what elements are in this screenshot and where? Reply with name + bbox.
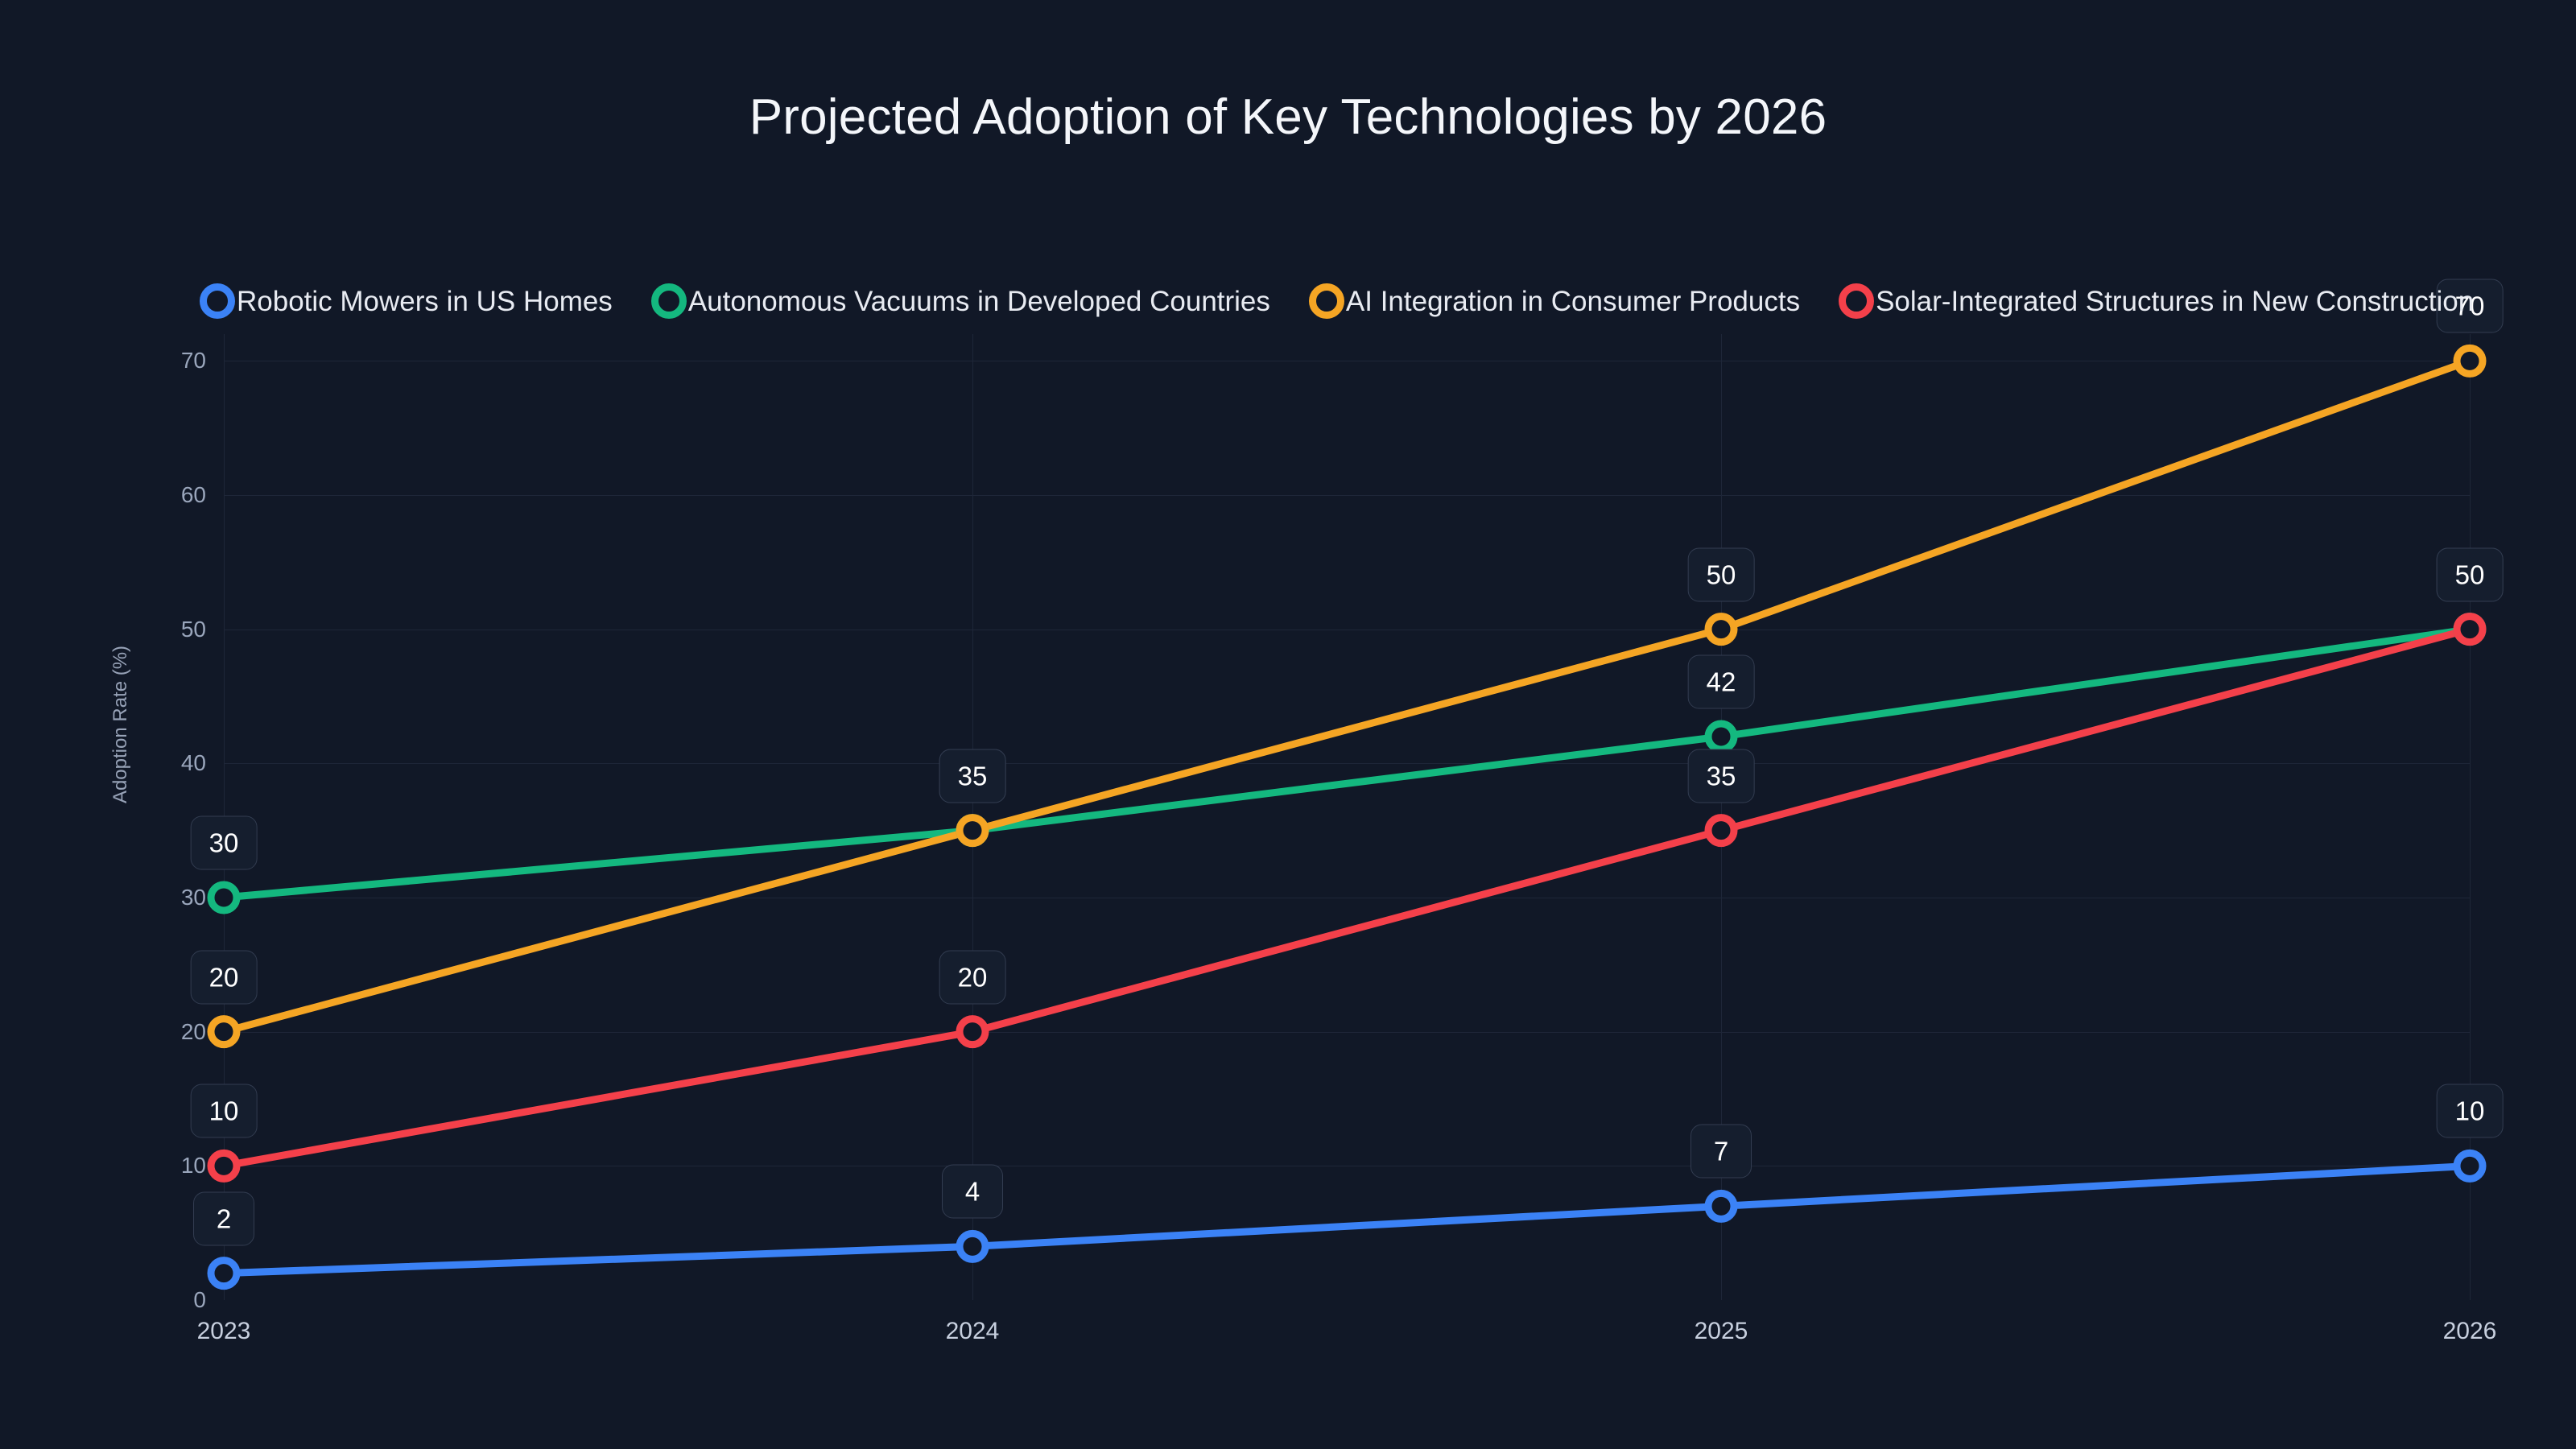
chart-title: Projected Adoption of Key Technologies b… [749,89,1827,145]
data-point-label: 42 [1687,654,1755,709]
series-point-marker[interactable] [956,814,989,848]
series-point-marker[interactable] [1704,613,1738,646]
chart-legend: Robotic Mowers in US Homes Autonomous Vac… [200,283,2474,319]
grid-line-horizontal [224,495,2470,496]
data-point-label: 4 [942,1164,1003,1219]
data-point-label: 35 [939,749,1006,803]
series-point-marker[interactable] [2453,1149,2487,1183]
series-point-marker[interactable] [207,881,241,914]
data-point-label: 70 [2436,279,2504,333]
x-axis-tick-label: 2026 [2442,1318,2497,1344]
legend-marker-icon [1308,283,1344,319]
series-point-marker[interactable] [1704,720,1738,753]
legend-item-label: Solar-Integrated Structures in New Const… [1876,285,2475,317]
series-line-0 [220,1162,2474,1278]
y-axis-title: Adoption Rate (%) [109,645,131,804]
data-point-label: 10 [190,1084,258,1138]
grid-line-horizontal [224,1031,2470,1033]
series-point-marker[interactable] [207,1149,241,1183]
data-point-label: 30 [190,815,258,870]
legend-item-label: AI Integration in Consumer Products [1345,285,1801,317]
series-point-marker[interactable] [207,1257,241,1290]
series-point-marker[interactable] [1704,1189,1738,1223]
data-point-label: 7 [1690,1124,1752,1179]
y-axis-tick-label: 30 [180,885,206,910]
series-point-marker[interactable] [956,1015,989,1049]
series-point-marker[interactable] [1704,814,1738,848]
series-point-marker[interactable] [2453,344,2487,378]
y-axis-tick-label: 10 [180,1153,206,1179]
plot-area: 0 10 20 30 40 50 60 70 2023 2024 2025 2026 2 4 7 10 30… [181,279,2504,1344]
data-point-label: 20 [939,950,1006,1005]
data-point-label: 35 [1687,749,1755,803]
legend-marker-icon [650,283,687,319]
y-axis-tick-label: 40 [180,750,206,776]
series-point-marker[interactable] [956,1229,989,1263]
grid-line-horizontal [224,763,2470,765]
legend-item-1[interactable]: Autonomous Vacuums in Developed Countrie… [650,283,1270,319]
legend-item-3[interactable]: Solar-Integrated Structures in New Const… [1839,283,2474,319]
legend-item-label: Robotic Mowers in US Homes [237,285,613,317]
x-axis-tick-label: 2025 [1694,1318,1748,1344]
legend-marker-icon [1839,283,1875,319]
series-line-2 [220,357,2474,1036]
data-point-label: 10 [2436,1084,2504,1138]
legend-item-0[interactable]: Robotic Mowers in US Homes [200,283,613,319]
x-axis-tick-label: 2024 [945,1318,1000,1344]
data-point-label: 50 [2436,547,2504,602]
data-point-label: 20 [190,950,258,1005]
legend-item-2[interactable]: AI Integration in Consumer Products [1308,283,1801,319]
y-axis-tick-label: 0 [193,1287,206,1312]
data-point-label: 2 [193,1191,254,1246]
series-line-3 [220,625,2474,1170]
y-axis-tick-label: 20 [180,1018,206,1044]
x-axis-tick-label: 2023 [196,1318,251,1344]
y-axis-tick-label: 60 [180,482,206,507]
grid-line-vertical [2470,334,2471,1300]
series-layer [207,344,2487,1290]
y-axis-tick-label: 70 [180,348,206,374]
series-point-marker[interactable] [2453,613,2487,646]
series-point-marker[interactable] [207,1015,241,1049]
series-line-1 [220,625,2474,902]
y-axis-tick-label: 50 [180,616,206,642]
legend-marker-icon [200,283,235,319]
data-point-label: 50 [1687,547,1755,602]
legend-item-label: Autonomous Vacuums in Developed Countrie… [687,285,1270,317]
